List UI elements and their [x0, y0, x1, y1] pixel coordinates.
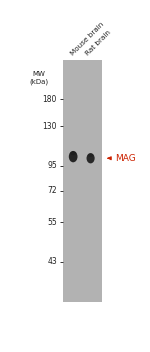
Text: MW
(kDa): MW (kDa) [29, 71, 48, 85]
Text: 43: 43 [47, 257, 57, 266]
Text: 55: 55 [47, 218, 57, 227]
Ellipse shape [88, 153, 93, 157]
Text: 180: 180 [42, 95, 57, 103]
Ellipse shape [87, 153, 95, 163]
Text: MAG: MAG [115, 154, 135, 163]
Text: 72: 72 [47, 186, 57, 195]
Text: Rat brain: Rat brain [84, 30, 112, 57]
Ellipse shape [70, 151, 76, 155]
FancyBboxPatch shape [63, 60, 102, 302]
Ellipse shape [69, 151, 78, 162]
Text: 95: 95 [47, 161, 57, 170]
Text: 130: 130 [42, 122, 57, 131]
Text: Mouse brain: Mouse brain [69, 21, 105, 57]
